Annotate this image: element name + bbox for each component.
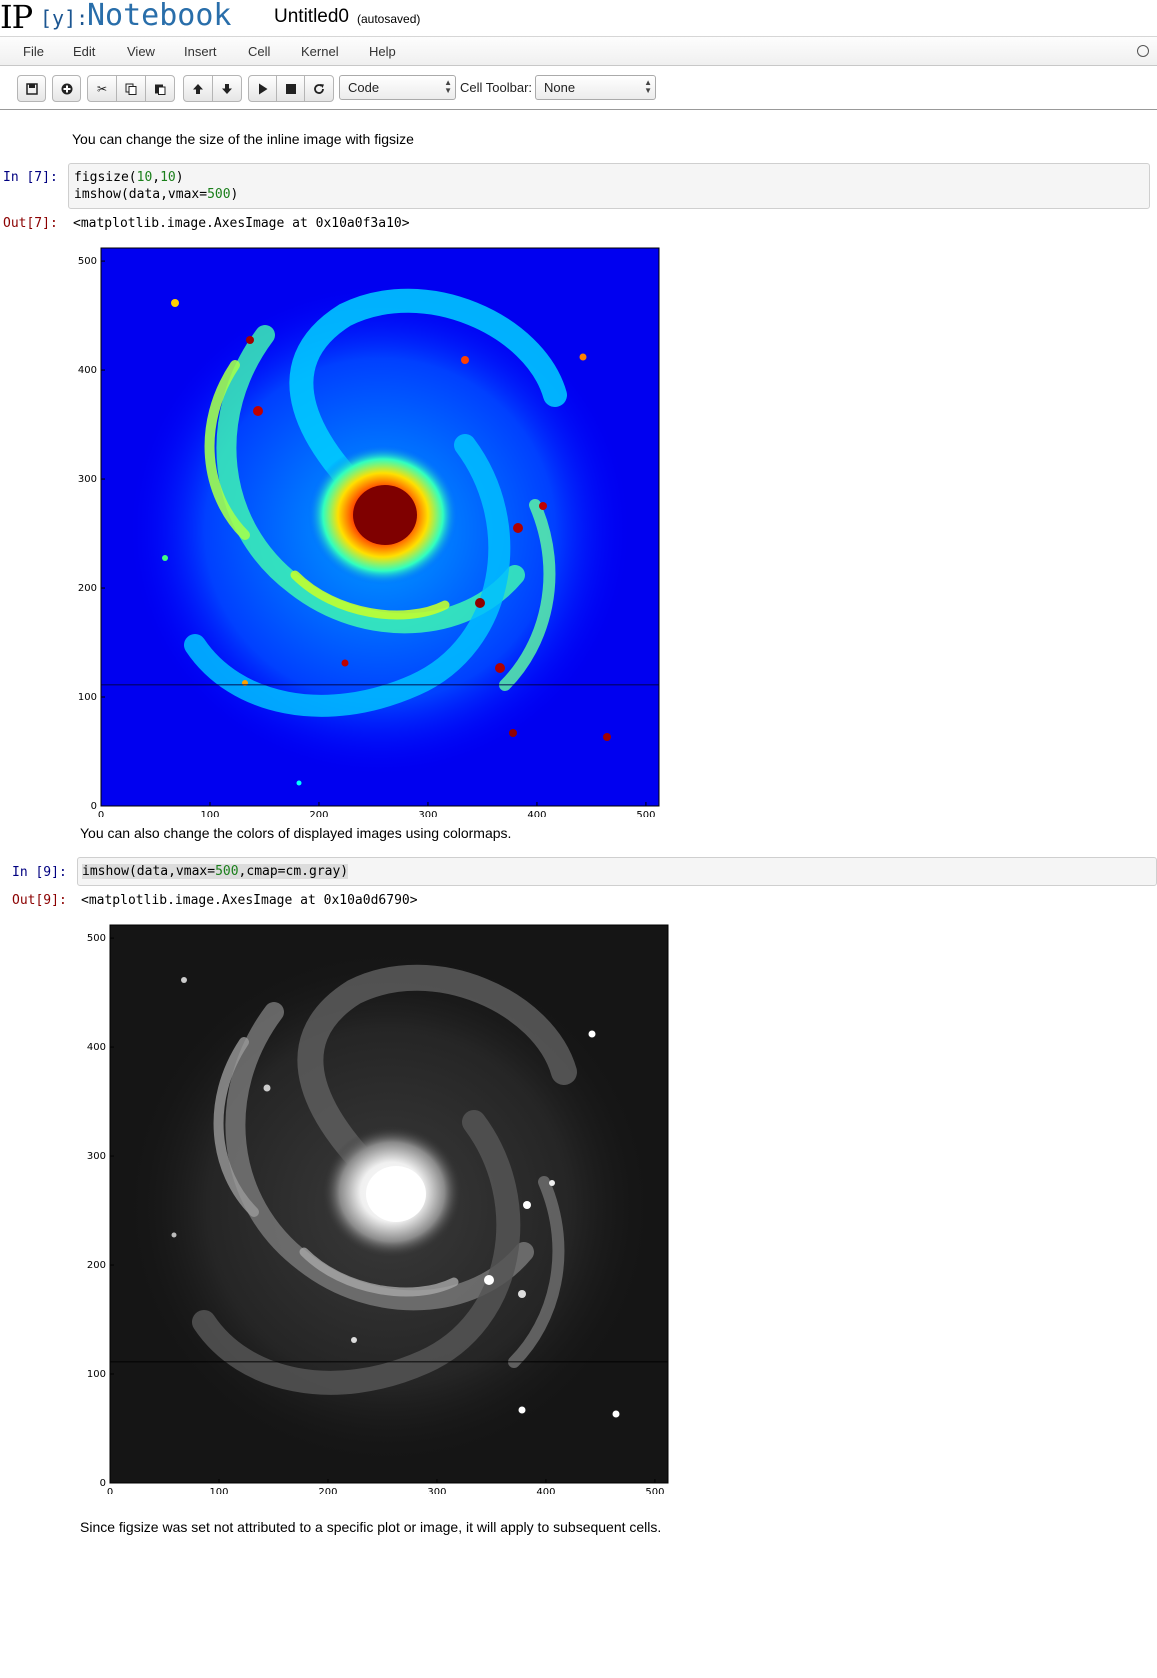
x-tick-label: 0 [98,810,104,817]
kernel-status-icon [1137,45,1149,57]
menu-help[interactable]: Help [369,44,396,59]
x-tick-label: 0 [107,1487,113,1494]
cut-button[interactable]: ✂ [87,75,117,102]
x-tick-label: 400 [527,810,546,817]
x-tick-label: 500 [636,810,655,817]
cell-type-value: Code [348,80,380,95]
galaxy-image [101,285,659,786]
menu-file[interactable]: File [23,44,44,59]
notebook-header: IP [y]: Notebook Untitled0 (autosaved) [0,0,1157,36]
x-tick-label: 200 [318,1487,337,1494]
input-prompt-7: In [7]: [3,170,58,185]
insert-cell-button[interactable] [52,75,81,102]
cell-toolbar-value: None [544,80,576,95]
y-tick-label: 100 [87,1369,106,1380]
arrow-down-icon [222,83,232,94]
axes-ticks: 0 100 200 300 400 500 0 100 200 300 400 500 [78,256,656,817]
move-up-button[interactable] [183,75,213,102]
code-cell-7-input[interactable]: figsize(10,10) imshow(data,vmax=500) [68,163,1150,209]
run-button[interactable] [248,75,277,102]
y-tick-label: 200 [78,583,97,594]
save-button[interactable] [17,75,46,102]
menu-edit[interactable]: Edit [73,44,96,59]
y-tick-label: 300 [78,474,97,485]
save-icon [25,82,38,95]
paste-icon [155,84,166,95]
cell-toolbar-label: Cell Toolbar: [460,80,533,95]
axes-ticks: 0 100 200 300 400 500 0 100 200 300 400 500 [87,933,665,1494]
output-prompt-7: Out[7]: [3,216,58,231]
restart-icon [314,83,324,94]
x-tick-label: 200 [309,810,328,817]
paste-button[interactable] [145,75,175,102]
markdown-cell-colormaps[interactable]: You can also change the colors of displa… [80,825,512,841]
y-tick-label: 0 [100,1478,106,1489]
stop-icon [285,83,296,94]
menu-insert[interactable]: Insert [184,44,217,59]
x-tick-label: 100 [209,1487,228,1494]
notebook-name[interactable]: Untitled0 [274,6,349,27]
save-status: (autosaved) [357,12,421,26]
y-tick-label: 100 [78,692,97,703]
markdown-cell-figsize[interactable]: You can change the size of the inline im… [72,131,414,147]
select-arrows-icon: ▲ ▼ [644,78,652,95]
logo-notebook: Notebook [87,0,232,33]
output-prompt-9: Out[9]: [12,893,67,908]
arrow-up-icon [193,83,203,94]
y-tick-label: 400 [78,365,97,376]
copy-button[interactable] [116,75,146,102]
code-cell-9-input[interactable]: imshow(data,vmax=500,cmap=cm.gray) [77,857,1157,886]
axes-frame [109,924,669,1484]
output-text-9: <matplotlib.image.AxesImage at 0x10a0d67… [81,893,418,908]
menu-view[interactable]: View [127,44,155,59]
y-tick-label: 200 [87,1260,106,1271]
cell-toolbar-select[interactable]: None ▲ ▼ [535,75,656,100]
play-icon [258,83,267,94]
y-tick-label: 300 [87,1151,106,1162]
menu-cell[interactable]: Cell [248,44,271,59]
copy-icon [125,83,137,95]
interrupt-button[interactable] [276,75,305,102]
code-line: imshow(data,vmax=500,cmap=cm.gray) [82,864,349,879]
x-tick-label: 100 [200,810,219,817]
y-tick-label: 500 [87,933,106,944]
code-line: figsize(10,10) [74,170,184,185]
select-arrows-icon: ▲ ▼ [444,78,452,95]
output-text-7: <matplotlib.image.AxesImage at 0x10a0f3a… [73,216,410,231]
logo-ip: IP [0,0,33,36]
y-tick-label: 0 [91,801,97,812]
input-prompt-9: In [9]: [12,865,67,880]
menu-kernel[interactable]: Kernel [301,44,339,59]
toolbar: ✂ Code ▲ ▼ Cell Toolbar: None ▲ ▼ [0,66,1157,110]
x-tick-label: 300 [427,1487,446,1494]
axes-frame [100,247,660,807]
x-tick-label: 300 [418,810,437,817]
menubar: File Edit View Insert Cell Kernel Help [0,36,1157,66]
plus-circle-icon [61,83,72,94]
cell-type-select[interactable]: Code ▲ ▼ [339,75,456,100]
x-tick-label: 500 [645,1487,664,1494]
galaxy-image [110,952,668,1462]
x-tick-label: 400 [536,1487,555,1494]
y-tick-label: 400 [87,1042,106,1053]
jet-galaxy-plot: 0 100 200 300 400 500 0 100 200 300 400 500 [78,247,660,817]
gray-galaxy-plot: 0 100 200 300 400 500 0 100 200 300 400 500 [87,924,669,1494]
code-line: imshow(data,vmax=500) [74,187,239,202]
scissors-icon: ✂ [96,81,108,96]
move-down-button[interactable] [212,75,242,102]
restart-button[interactable] [304,75,334,102]
logo-y: [y]: [40,6,89,30]
markdown-cell-figsize-note[interactable]: Since figsize was set not attributed to … [80,1519,662,1535]
y-tick-label: 500 [78,256,97,267]
